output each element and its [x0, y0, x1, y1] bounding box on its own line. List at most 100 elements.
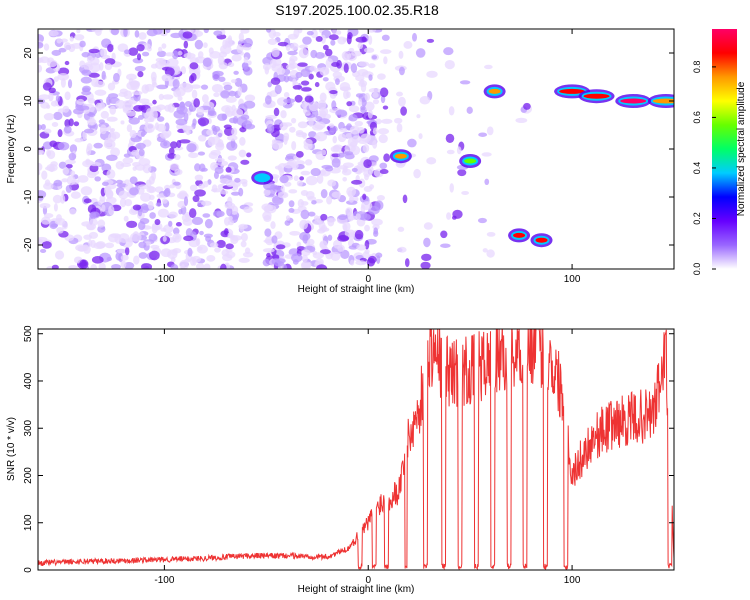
spectrogram-noise-cell — [343, 223, 348, 232]
spectrogram-noise-cell — [271, 235, 278, 244]
spectrogram-noise-cell — [93, 242, 106, 250]
spectrogram-noise-cell — [134, 164, 146, 171]
spectrogram-noise-cell — [291, 253, 303, 263]
spectrogram-noise-cell — [349, 125, 360, 135]
spectrogram-noise-cell — [115, 99, 126, 109]
colorbar: 0.0 0.2 0.4 0.6 0.8 Normalized spectral ampl… — [692, 29, 747, 275]
spectrogram-noise-cell — [97, 219, 106, 228]
spectrogram-noise-cell — [383, 153, 391, 162]
spectrogram-noise-cell — [413, 168, 421, 179]
spectrogram-noise-cell — [364, 224, 370, 232]
spectrogram-noise-cell — [156, 116, 165, 122]
colorbar-tick-label: 0.8 — [692, 61, 702, 74]
spectrogram-noise-cell — [48, 92, 54, 102]
spectrogram-noise-cell — [85, 146, 92, 156]
spectrogram-noise-cell — [415, 48, 426, 58]
spectrogram-noise-cell — [94, 176, 101, 182]
spectrogram-noise-cell — [337, 234, 350, 242]
spectrogram-noise-cell — [162, 235, 167, 242]
spectrogram-noise-cell — [227, 155, 237, 161]
spectrogram-noise-cell — [165, 52, 174, 57]
spectrogram-noise-cell — [179, 82, 192, 90]
spectrogram-noise-cell — [322, 44, 329, 51]
spectrogram-noise-cell — [167, 103, 175, 113]
spectrogram-noise-cell — [320, 34, 326, 44]
spectrogram-noise-cell — [106, 116, 118, 122]
snr-ticks: -100 0 100 0 100 200 300 400 500 — [23, 325, 674, 586]
spectrogram-noise-cell — [315, 131, 328, 142]
spectrogram-noise-cell — [79, 60, 86, 68]
spectrogram-noise-cell — [223, 124, 232, 129]
spectrogram-noise-cell — [122, 157, 134, 164]
spectrogram-noise-cell — [46, 149, 52, 157]
spectrogram-noise-cell — [217, 113, 228, 121]
spectrogram-noise-cell — [198, 163, 206, 172]
spectrogram-noise-cell — [486, 126, 494, 136]
spectrogram-noise-cell — [120, 254, 129, 261]
spectrogram-feature-peak — [513, 232, 526, 238]
spectrogram-noise-cell — [262, 248, 275, 253]
spectrogram-noise-cell — [340, 249, 350, 260]
spectrogram-noise-cell — [217, 132, 223, 138]
spectrogram-noise-cell — [52, 194, 63, 204]
spectrogram-noise-cell — [315, 264, 328, 269]
spectrogram-feature-peak — [488, 88, 501, 94]
spectrogram-noise-cell — [300, 68, 311, 78]
spectrogram-noise-cell — [372, 99, 380, 105]
colorbar-label: Normalized spectral amplitude — [736, 81, 747, 216]
spectrogram-noise-cell — [61, 178, 69, 183]
spectrogram-noise-cell — [202, 213, 211, 218]
spectrogram-noise-cell — [305, 175, 318, 186]
spectrogram-noise-cell — [368, 155, 379, 163]
spectrogram-noise-cell — [208, 47, 214, 55]
spectrogram-noise-cell — [88, 72, 100, 78]
spectrogram-feature-peak — [620, 98, 647, 104]
spectrogram-noise-cell — [325, 48, 333, 57]
spectrogram-noise-cell — [177, 95, 183, 101]
spectrogram-noise-cell — [330, 39, 336, 46]
spectrogram-noise-cell — [116, 248, 127, 254]
spectrogram-noise-cell — [311, 200, 317, 205]
spectrogram-noise-cell — [135, 142, 146, 150]
spectrogram-noise-cell — [299, 176, 305, 181]
spectrogram-noise-cell — [267, 81, 272, 88]
spectrogram-noise-cell — [363, 186, 373, 193]
spectrogram-noise-cell — [440, 243, 451, 248]
spectrogram-noise-cell — [123, 100, 134, 106]
spectrogram-noise-cell — [156, 123, 167, 132]
spectrogram-noise-cell — [403, 41, 413, 49]
spectrogram-noise-cell — [238, 257, 250, 263]
spectrogram-noise-cell — [203, 29, 209, 34]
spectrogram-noise-cell — [123, 29, 128, 38]
spectrogram-noise-cell — [230, 191, 241, 196]
spectrogram-noise-cell — [129, 176, 138, 185]
spectrogram-noise-cell — [368, 74, 373, 81]
spectrogram-noise-cell — [363, 47, 375, 53]
spectrogram-x-tick-label: -100 — [154, 274, 174, 285]
spectrogram-noise-cell — [444, 59, 455, 70]
spectrogram-noise-cell — [332, 29, 337, 36]
spectrogram-noise-cell — [466, 106, 473, 114]
spectrogram-noise-cell — [226, 141, 238, 151]
spectrogram-noise-cell — [285, 44, 291, 52]
spectrogram-noise-cell — [445, 133, 455, 144]
spectrogram-x-tick-label: 0 — [365, 274, 371, 285]
spectrogram-noise-cell — [58, 161, 67, 169]
spectrogram-noise-cell — [320, 213, 328, 221]
spectrogram-noise-cell — [57, 141, 70, 151]
spectrogram-noise-cell — [159, 132, 170, 139]
spectrogram-noise-cell — [138, 105, 146, 111]
spectrogram-noise-cell — [170, 141, 178, 149]
spectrogram-noise-cell — [239, 136, 246, 146]
spectrogram-noise-cell — [225, 243, 234, 250]
spectrogram-noise-cell — [484, 64, 493, 70]
spectrogram-noise-cell — [44, 179, 51, 187]
spectrogram-noise-cell — [364, 92, 370, 102]
spectrogram-noise-cell — [194, 39, 204, 50]
spectrogram-noise-cell — [315, 51, 325, 59]
spectrogram-noise-cell — [231, 127, 238, 137]
spectrogram-noise-cell — [141, 51, 150, 57]
spectrogram-noise-cell — [48, 30, 59, 37]
spectrogram-noise-cell — [203, 233, 213, 238]
